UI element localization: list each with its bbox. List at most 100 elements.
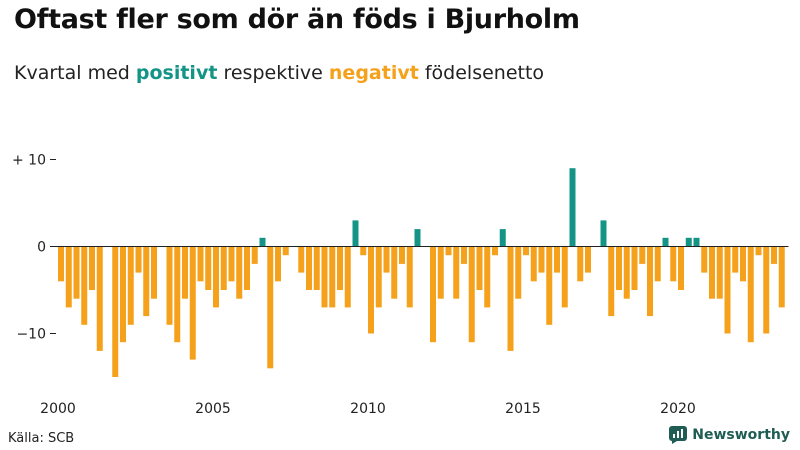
bar	[639, 246, 646, 264]
subtitle-text-start: Kvartal med	[14, 62, 136, 84]
bar	[127, 246, 134, 325]
bar	[778, 246, 785, 308]
bar	[499, 229, 506, 247]
bar	[523, 246, 529, 256]
subtitle-text-middle: respektive	[217, 62, 329, 84]
bar	[678, 246, 684, 290]
bar	[724, 246, 731, 334]
bar	[600, 220, 607, 247]
brand-name: Newsworthy	[692, 427, 790, 443]
bar	[530, 246, 537, 282]
bar	[120, 246, 126, 343]
bar	[143, 246, 150, 317]
bar	[205, 246, 212, 290]
bar	[189, 246, 196, 360]
bar	[437, 246, 444, 299]
bar	[174, 246, 181, 343]
bar	[220, 246, 227, 290]
bar	[236, 246, 243, 299]
bar	[275, 246, 281, 282]
bar	[306, 246, 312, 290]
bar	[740, 246, 746, 282]
bar	[244, 246, 250, 290]
bar	[577, 246, 584, 282]
bar	[771, 246, 777, 264]
y-tick-label: + 10	[12, 153, 46, 169]
bar	[647, 246, 653, 317]
bar	[321, 246, 328, 308]
subtitle-text-end: födelsenetto	[418, 62, 545, 84]
bar	[763, 246, 770, 334]
chart-subtitle: Kvartal med positivt respektive negativt…	[14, 62, 544, 84]
bar	[391, 246, 398, 299]
bar	[546, 246, 553, 325]
bar	[73, 246, 80, 299]
x-tick-label: 2015	[505, 401, 541, 417]
bar	[554, 246, 560, 273]
bar	[507, 246, 514, 351]
bar	[468, 246, 475, 343]
bar	[337, 246, 343, 290]
bar	[58, 246, 64, 282]
bar	[693, 237, 700, 247]
bar	[585, 246, 591, 273]
bar	[538, 246, 545, 273]
bar	[89, 246, 95, 290]
brand-logo: Newsworthy	[669, 426, 790, 444]
chart-title: Oftast fler som dör än föds i Bjurholm	[14, 4, 580, 35]
bar	[112, 246, 119, 377]
y-tick-label: −10	[16, 327, 46, 343]
bar	[182, 246, 188, 299]
bar	[430, 246, 436, 343]
bar	[282, 246, 289, 256]
bar	[259, 237, 266, 247]
y-tick-label: 0	[37, 240, 46, 256]
bar	[461, 246, 467, 264]
subtitle-negative-word: negativt	[328, 62, 419, 84]
bar	[701, 246, 708, 273]
bar	[135, 246, 142, 273]
bar	[716, 246, 723, 299]
bar	[352, 220, 359, 247]
bar	[406, 246, 413, 308]
source-note: Källa: SCB	[8, 431, 75, 446]
bar	[166, 246, 173, 325]
bar	[515, 246, 522, 299]
bar	[484, 246, 491, 308]
bar	[81, 246, 88, 325]
subtitle-positive-word: positivt	[135, 62, 218, 84]
bar	[251, 246, 258, 264]
bar	[399, 246, 405, 264]
bar	[685, 237, 692, 247]
bar	[670, 246, 677, 282]
bar	[654, 246, 661, 282]
bar	[608, 246, 615, 317]
bar	[344, 246, 351, 308]
bar	[453, 246, 460, 299]
bar	[360, 246, 367, 256]
bar	[96, 246, 103, 351]
bar	[755, 246, 762, 256]
bar	[197, 246, 204, 282]
bar	[267, 246, 274, 369]
bar	[662, 237, 669, 247]
bar	[65, 246, 72, 308]
bar	[414, 229, 421, 247]
bar	[631, 246, 638, 290]
bar	[375, 246, 382, 308]
bar	[747, 246, 754, 343]
bar	[151, 246, 157, 299]
bar	[228, 246, 235, 282]
bar	[313, 246, 320, 290]
bar	[732, 246, 739, 273]
bar	[561, 246, 568, 308]
bar	[709, 246, 715, 299]
bar	[213, 246, 219, 308]
bar	[476, 246, 483, 290]
x-tick-label: 2000	[40, 401, 76, 417]
bar	[445, 246, 452, 256]
newsworthy-logo-icon	[669, 426, 688, 444]
bar	[569, 168, 576, 247]
x-tick-label: 2020	[660, 401, 696, 417]
bar-chart: + 10 0 −10 2000 2005 2010 2015 2020	[12, 153, 789, 417]
